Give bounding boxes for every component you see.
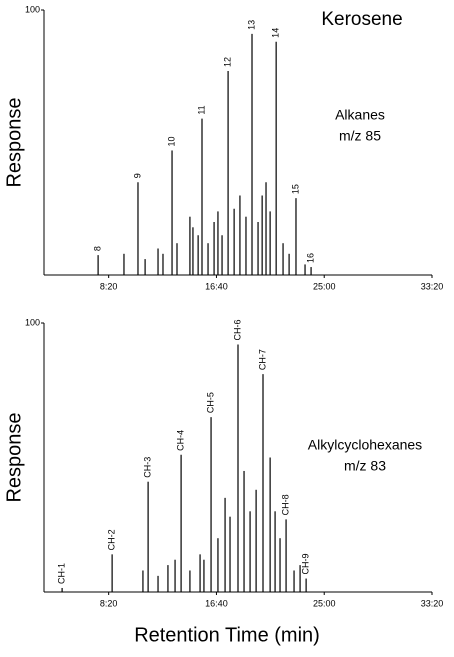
x-tick-label: 8:20 [100, 598, 118, 608]
x-tick-label: 8:20 [100, 281, 118, 291]
peak-label: CH-6 [232, 320, 242, 341]
peak-label: CH-5 [205, 392, 215, 413]
chart-title: Kerosene [321, 9, 402, 30]
peak-label: CH-3 [142, 457, 152, 478]
y-tick-label: 100 [25, 317, 40, 327]
annotation: m/z 83 [344, 458, 386, 474]
peak-label: CH-9 [300, 554, 310, 575]
peak-label: 8 [92, 246, 102, 251]
peak-label: 16 [305, 253, 315, 263]
peak-label: CH-8 [280, 494, 290, 515]
peak-label: 10 [166, 136, 176, 146]
peak-label: CH-2 [106, 529, 116, 550]
y-axis-label: Response [3, 412, 25, 502]
annotation: Alkanes [335, 107, 385, 123]
peak-label: 11 [196, 105, 206, 114]
x-tick-label: 33:20 [421, 281, 444, 291]
peak-label: 9 [132, 173, 142, 178]
y-axis-label: Response [3, 97, 25, 187]
x-tick-label: 16:40 [205, 281, 228, 291]
peak-label: 15 [290, 184, 300, 194]
x-tick-label: 33:20 [421, 598, 444, 608]
peak-label: CH-1 [56, 563, 66, 584]
x-tick-label: 25:00 [313, 281, 336, 291]
peak-label: 13 [246, 20, 256, 30]
x-tick-label: 25:00 [313, 598, 336, 608]
x-tick-label: 16:40 [205, 598, 228, 608]
peak-label: 14 [271, 28, 281, 38]
annotation: Alkylcyclohexanes [308, 437, 422, 453]
annotation: m/z 85 [339, 128, 381, 144]
y-tick-label: 100 [25, 4, 40, 14]
peak-label: 12 [222, 57, 232, 67]
peak-label: CH-7 [257, 349, 267, 370]
x-axis-label: Retention Time (min) [134, 624, 320, 646]
peak-label: CH-4 [175, 430, 185, 451]
